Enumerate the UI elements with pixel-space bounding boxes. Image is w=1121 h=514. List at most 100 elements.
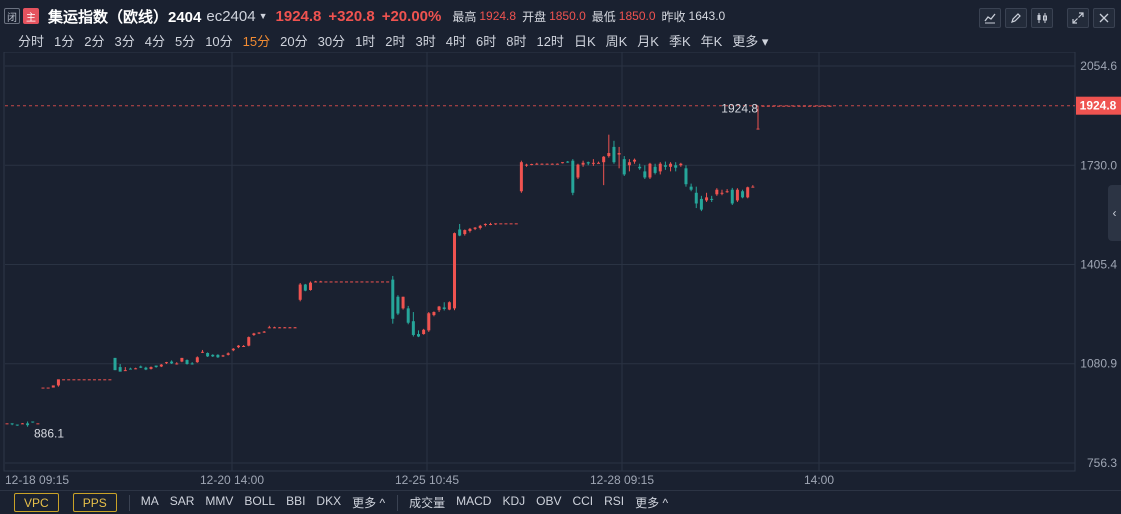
candle-body [62,379,66,381]
line-chart-icon[interactable] [979,8,1001,28]
candle-body [679,163,683,166]
period-tab[interactable]: 月K [637,34,659,49]
period-tab[interactable]: 15分 [242,34,271,49]
candle-body [545,163,549,165]
period-tab[interactable]: 2时 [385,34,406,49]
candle-body [262,331,266,333]
candle [355,281,359,283]
candle [360,281,364,283]
candle-body [777,105,781,107]
candle [314,280,318,283]
indicator-item[interactable]: 成交量 [409,496,446,510]
collapse-panel-button[interactable]: ‹ [1108,185,1121,241]
candle [257,332,261,335]
instrument-code-select[interactable]: ec2404 [206,7,256,25]
indicator-item[interactable]: MACD [456,494,492,508]
period-tab[interactable]: 4时 [445,34,466,49]
period-tab[interactable]: 1分 [54,34,75,49]
candle [525,163,529,167]
period-tab[interactable]: 30分 [317,34,346,49]
period-tab[interactable]: 分时 [18,34,45,49]
candle-body [247,337,251,346]
indicator-item[interactable]: RSI [604,494,625,508]
period-tab[interactable]: 20分 [280,34,308,49]
candle-body [118,367,122,372]
vpc-button[interactable]: VPC [14,493,59,512]
candle-body [648,163,652,178]
period-tab[interactable]: 8时 [506,34,527,49]
candle [535,162,539,165]
period-tab[interactable]: 3分 [114,34,135,49]
candle-body [391,279,395,319]
caret-down-icon[interactable]: ▼ [258,11,268,21]
indicator-item[interactable]: BOLL [244,494,276,508]
period-tab[interactable]: 季K [668,34,691,49]
period-tab[interactable]: 年K [700,34,723,49]
candle-body [180,357,184,362]
candle-body [46,387,50,389]
indicator-item[interactable]: SAR [169,494,195,508]
period-tab[interactable]: 1时 [355,34,376,49]
candle [705,192,709,202]
low-annotation: 886.1 [34,426,64,440]
expand-icon[interactable] [1067,8,1089,28]
indicator-item[interactable]: OBV [536,494,562,508]
indicator-item[interactable]: MA [140,494,159,508]
period-tab[interactable]: 12时 [536,34,564,49]
candle [735,188,739,202]
candle [15,424,19,426]
candle [638,163,642,170]
candle-body [267,327,271,329]
low-label: 最低 [591,9,616,24]
candle-body [103,379,107,381]
candles [5,105,832,427]
candle [303,283,307,292]
period-tab[interactable]: 6时 [476,34,497,49]
candle-body [293,327,297,329]
candle [751,185,755,188]
y-tick-label: 2054.6 [1080,59,1117,73]
candlestick-chart[interactable]: 886.1 1924.8 2054.6 1730.0 1405.4 1080.9 756.… [0,52,1121,490]
period-tab[interactable]: 10分 [205,34,233,49]
indicator-item[interactable]: 更多 ^ [352,496,386,510]
period-tab[interactable]: 4分 [144,34,165,49]
indicator-item[interactable]: DKX [316,494,342,508]
candle [236,345,240,349]
low-value: 1850.0 [618,9,656,23]
candle-body [365,281,369,283]
candle-body [10,423,14,425]
indicator-item[interactable]: CCI [572,494,594,508]
period-tab[interactable]: 周K [605,34,628,49]
prev-close-value: 1643.0 [688,9,726,23]
price-axis: 2054.6 1730.0 1405.4 1080.9 756.3 1924.8 [1076,59,1121,470]
indicator-item[interactable]: MMV [205,494,234,508]
candle [20,423,24,425]
candle [417,330,420,338]
candle [602,156,606,186]
candle [231,348,235,352]
candle-body [278,327,282,329]
candle-body [77,379,81,381]
instrument-title: 集运指数（欧线）2404 [48,8,202,26]
candle-body [87,379,91,381]
pps-button[interactable]: PPS [72,493,117,512]
candlestick-icon[interactable] [1031,8,1053,28]
indicator-item[interactable]: 更多 ^ [635,496,669,510]
candle [561,162,565,164]
candle-body [339,281,343,283]
candle [139,365,143,368]
period-tab[interactable]: 日K [573,34,596,49]
pencil-icon[interactable] [1005,8,1027,28]
candle-body [751,186,755,188]
indicator-item[interactable]: BBI [286,494,306,508]
period-tab[interactable]: 2分 [84,34,105,49]
period-tab[interactable]: 更多 ▾ [732,34,769,49]
candle [818,105,822,107]
period-tab[interactable]: 3时 [415,34,436,49]
close-icon[interactable] [1093,8,1115,28]
candle [674,162,678,172]
period-tab[interactable]: 5分 [174,34,196,49]
candle [458,223,462,237]
indicator-item[interactable]: KDJ [502,494,526,508]
candle [509,223,513,225]
